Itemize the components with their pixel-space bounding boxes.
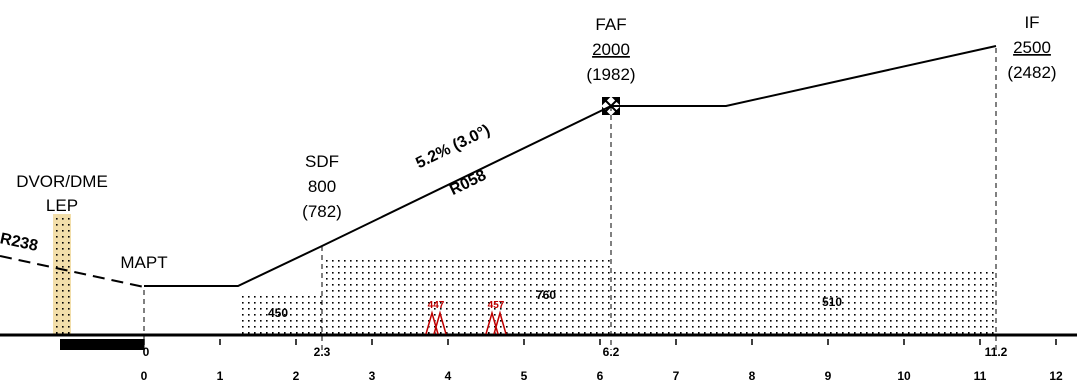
oca-value-510: 510 <box>822 295 842 309</box>
axis-tick-label: 1 <box>217 369 224 383</box>
if-altitude-alt: (2482) <box>1007 63 1056 82</box>
oca-value-450: 450 <box>268 306 288 320</box>
navaid-ident: LEP <box>46 196 78 215</box>
axis-ticks <box>143 339 1057 345</box>
sdf-altitude: 800 <box>308 177 336 196</box>
distance-mark-if: 11.2 <box>985 345 1008 359</box>
sdf-name: SDF <box>305 152 339 171</box>
distance-mark-mapt: 0 <box>143 345 150 359</box>
final-gradient: 5.2% (3.0°) <box>413 122 493 172</box>
axis-tick-label: 5 <box>521 369 528 383</box>
axis-tick-label: 4 <box>445 369 452 383</box>
oca-area-760 <box>322 259 611 335</box>
oca-area-510 <box>611 268 996 335</box>
axis-tick-label: 0 <box>141 369 148 383</box>
obstacle-icon-447 <box>425 310 447 335</box>
faf-altitude-alt: (1982) <box>586 65 635 84</box>
axis-tick-label: 12 <box>1049 369 1063 383</box>
navaid-column-dots <box>53 214 71 334</box>
obstacle-height-447: 447 <box>428 300 445 311</box>
sdf-altitude-alt: (782) <box>302 202 342 221</box>
axis-tick-label: 11 <box>974 369 987 383</box>
navaid-type: DVOR/DME <box>16 172 108 191</box>
distance-mark-sdf: 2.3 <box>314 345 331 359</box>
inbound-dashed-profile <box>0 255 145 288</box>
faf-symbol-icon <box>602 97 620 115</box>
obstacle-clearance-areas <box>238 259 996 335</box>
fix-lines <box>143 48 997 350</box>
oca-area-450 <box>238 292 322 335</box>
axis-tick-labels: 0 1 2 3 4 5 6 7 8 9 10 11 12 <box>141 369 1063 383</box>
axis-tick-label: 8 <box>749 369 756 383</box>
descent-profile <box>144 45 997 287</box>
if-altitude: 2500 <box>1013 38 1051 57</box>
obstacle-height-457: 457 <box>488 300 505 311</box>
axis-tick-label: 3 <box>369 369 376 383</box>
oca-value-760: 760 <box>536 288 556 302</box>
faf-name: FAF <box>595 15 626 34</box>
obstacle-icon-457 <box>485 310 507 335</box>
distance-mark-faf: 6.2 <box>603 345 620 359</box>
inbound-radial: R238 <box>0 230 40 255</box>
axis-tick-label: 6 <box>597 369 604 383</box>
axis-tick-label: 9 <box>825 369 832 383</box>
axis-tick-label: 2 <box>293 369 300 383</box>
runway-bar <box>60 339 144 350</box>
final-radial: R058 <box>447 167 489 199</box>
mapt-name: MAPT <box>120 253 167 272</box>
faf-altitude: 2000 <box>592 40 630 59</box>
axis-tick-label: 7 <box>673 369 680 383</box>
if-name: IF <box>1024 13 1039 32</box>
axis-tick-label: 10 <box>897 369 911 383</box>
